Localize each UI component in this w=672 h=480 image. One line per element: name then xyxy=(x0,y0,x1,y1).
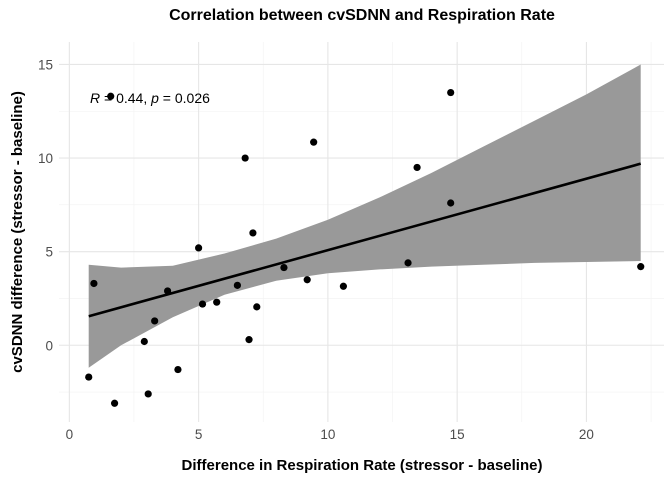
data-point xyxy=(213,298,221,306)
chart-title: Correlation between cvSDNN and Respirati… xyxy=(169,7,555,24)
data-point xyxy=(253,303,261,311)
data-point xyxy=(413,163,421,172)
confidence-band xyxy=(88,64,641,368)
data-point xyxy=(249,229,257,237)
fit-line-layer xyxy=(88,162,642,318)
data-point xyxy=(310,138,318,146)
p-value: = 0.026 xyxy=(159,90,210,106)
data-point xyxy=(107,92,115,100)
data-point xyxy=(303,276,311,284)
data-point xyxy=(110,399,119,407)
data-point xyxy=(151,317,159,325)
x-tick-label: 15 xyxy=(450,427,465,442)
data-point xyxy=(195,244,203,252)
data-point xyxy=(233,281,241,289)
data-point xyxy=(637,263,645,271)
correlation-annotation: R = 0.44, p = 0.026 xyxy=(90,90,210,106)
y-axis-label: cvSDNN difference (stressor - baseline) xyxy=(9,91,26,373)
y-tick-label: 5 xyxy=(45,245,53,260)
y-tick-label: 0 xyxy=(45,338,53,353)
data-point xyxy=(404,259,412,267)
data-point xyxy=(280,263,288,272)
confidence-band-layer xyxy=(88,64,641,368)
regression-line xyxy=(88,162,642,318)
y-tick-label: 10 xyxy=(38,151,53,166)
tick-labels: 0 5 10 15 20 0 5 10 15 xyxy=(38,57,594,442)
x-tick-label: 0 xyxy=(66,427,74,442)
data-point xyxy=(163,287,172,295)
data-point xyxy=(174,365,182,374)
data-point xyxy=(447,199,455,207)
data-point xyxy=(339,282,348,290)
data-point xyxy=(198,300,207,308)
data-point xyxy=(85,373,93,381)
data-point xyxy=(245,336,253,344)
data-point xyxy=(241,154,249,162)
r-value: = 0.44, xyxy=(100,90,151,106)
x-tick-label: 10 xyxy=(320,427,335,442)
x-tick-label: 5 xyxy=(195,427,203,442)
data-point xyxy=(90,279,98,288)
points-layer xyxy=(85,88,645,407)
p-symbol: p xyxy=(150,90,159,106)
data-point xyxy=(447,88,455,97)
data-point xyxy=(144,390,152,398)
y-tick-label: 15 xyxy=(38,57,53,72)
r-symbol: R xyxy=(90,90,100,106)
x-tick-label: 20 xyxy=(579,427,594,442)
x-axis-label: Difference in Respiration Rate (stressor… xyxy=(182,457,543,474)
data-point xyxy=(140,337,148,346)
